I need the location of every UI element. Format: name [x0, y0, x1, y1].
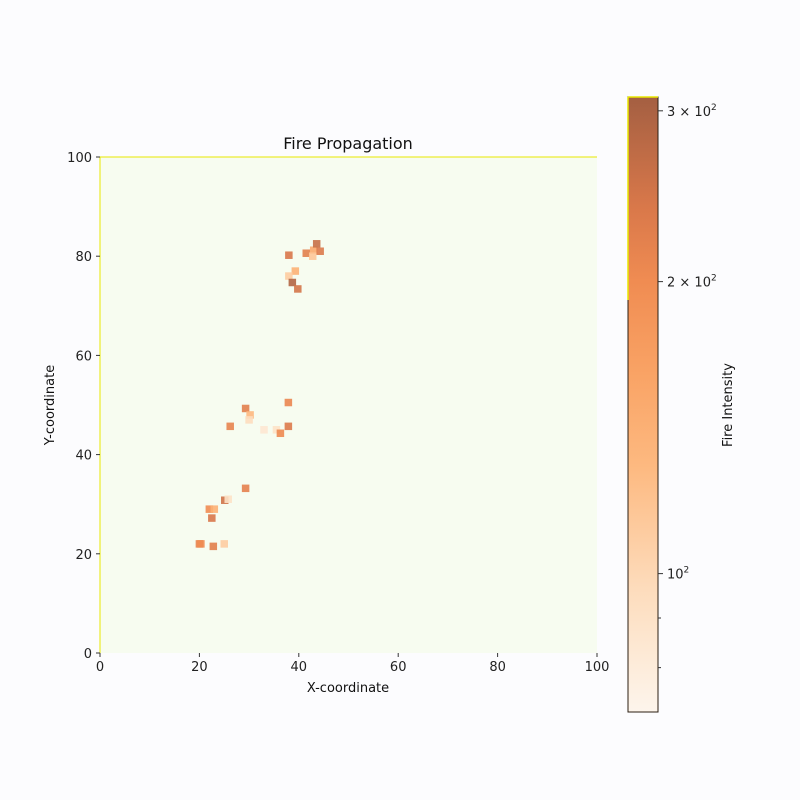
y-axis-ticks: 0 20 40 60 80 100	[67, 151, 100, 662]
data-point	[284, 398, 293, 407]
data-point	[197, 540, 205, 548]
y-tick-label: 100	[67, 151, 92, 166]
colorbar-tick-label: 3 × 102	[667, 103, 717, 120]
data-point	[312, 240, 321, 248]
data-point	[284, 422, 293, 431]
data-point	[302, 249, 311, 257]
x-tick-label: 0	[96, 660, 104, 675]
data-point	[208, 514, 216, 522]
data-points	[195, 240, 324, 551]
data-point	[309, 246, 318, 254]
y-tick-label: 20	[75, 548, 92, 563]
colorbar-tick-label: 2 × 102	[667, 274, 717, 291]
x-tick-label: 40	[291, 660, 308, 675]
plot-background	[100, 157, 597, 653]
chart-title: Fire Propagation	[283, 134, 413, 153]
data-point	[294, 285, 302, 293]
data-point	[276, 429, 285, 438]
data-point	[209, 542, 218, 551]
colorbar-tick-label: 102	[667, 566, 689, 583]
data-point	[226, 422, 234, 431]
data-point	[285, 251, 293, 259]
x-axis-label: X-coordinate	[307, 681, 389, 696]
data-point	[241, 404, 250, 413]
x-tick-label: 100	[585, 660, 610, 675]
x-tick-label: 60	[390, 660, 407, 675]
y-axis-label: Y-coordinate	[43, 365, 58, 446]
data-point	[308, 252, 317, 260]
data-point	[260, 426, 268, 434]
y-tick-label: 40	[75, 449, 92, 464]
data-point	[241, 484, 250, 493]
colorbar-ticks: 102 2 × 102 3 × 102	[658, 103, 717, 669]
data-point	[220, 540, 228, 548]
colorbar-label: Fire Intensity	[721, 363, 736, 447]
data-point	[291, 267, 300, 275]
data-point	[224, 495, 232, 503]
y-tick-label: 0	[84, 647, 92, 662]
x-tick-label: 80	[489, 660, 506, 675]
data-point	[288, 278, 297, 287]
colorbar	[627, 96, 659, 713]
data-point	[272, 426, 281, 434]
x-axis-ticks: 0 20 40 60 80 100	[96, 653, 610, 675]
data-point	[205, 505, 214, 513]
y-tick-label: 60	[75, 349, 92, 364]
data-point	[316, 247, 324, 255]
x-tick-label: 20	[191, 660, 208, 675]
data-point	[285, 272, 293, 280]
data-point	[246, 411, 254, 419]
y-tick-label: 80	[75, 250, 92, 265]
data-point	[210, 505, 219, 513]
data-point	[245, 416, 253, 424]
